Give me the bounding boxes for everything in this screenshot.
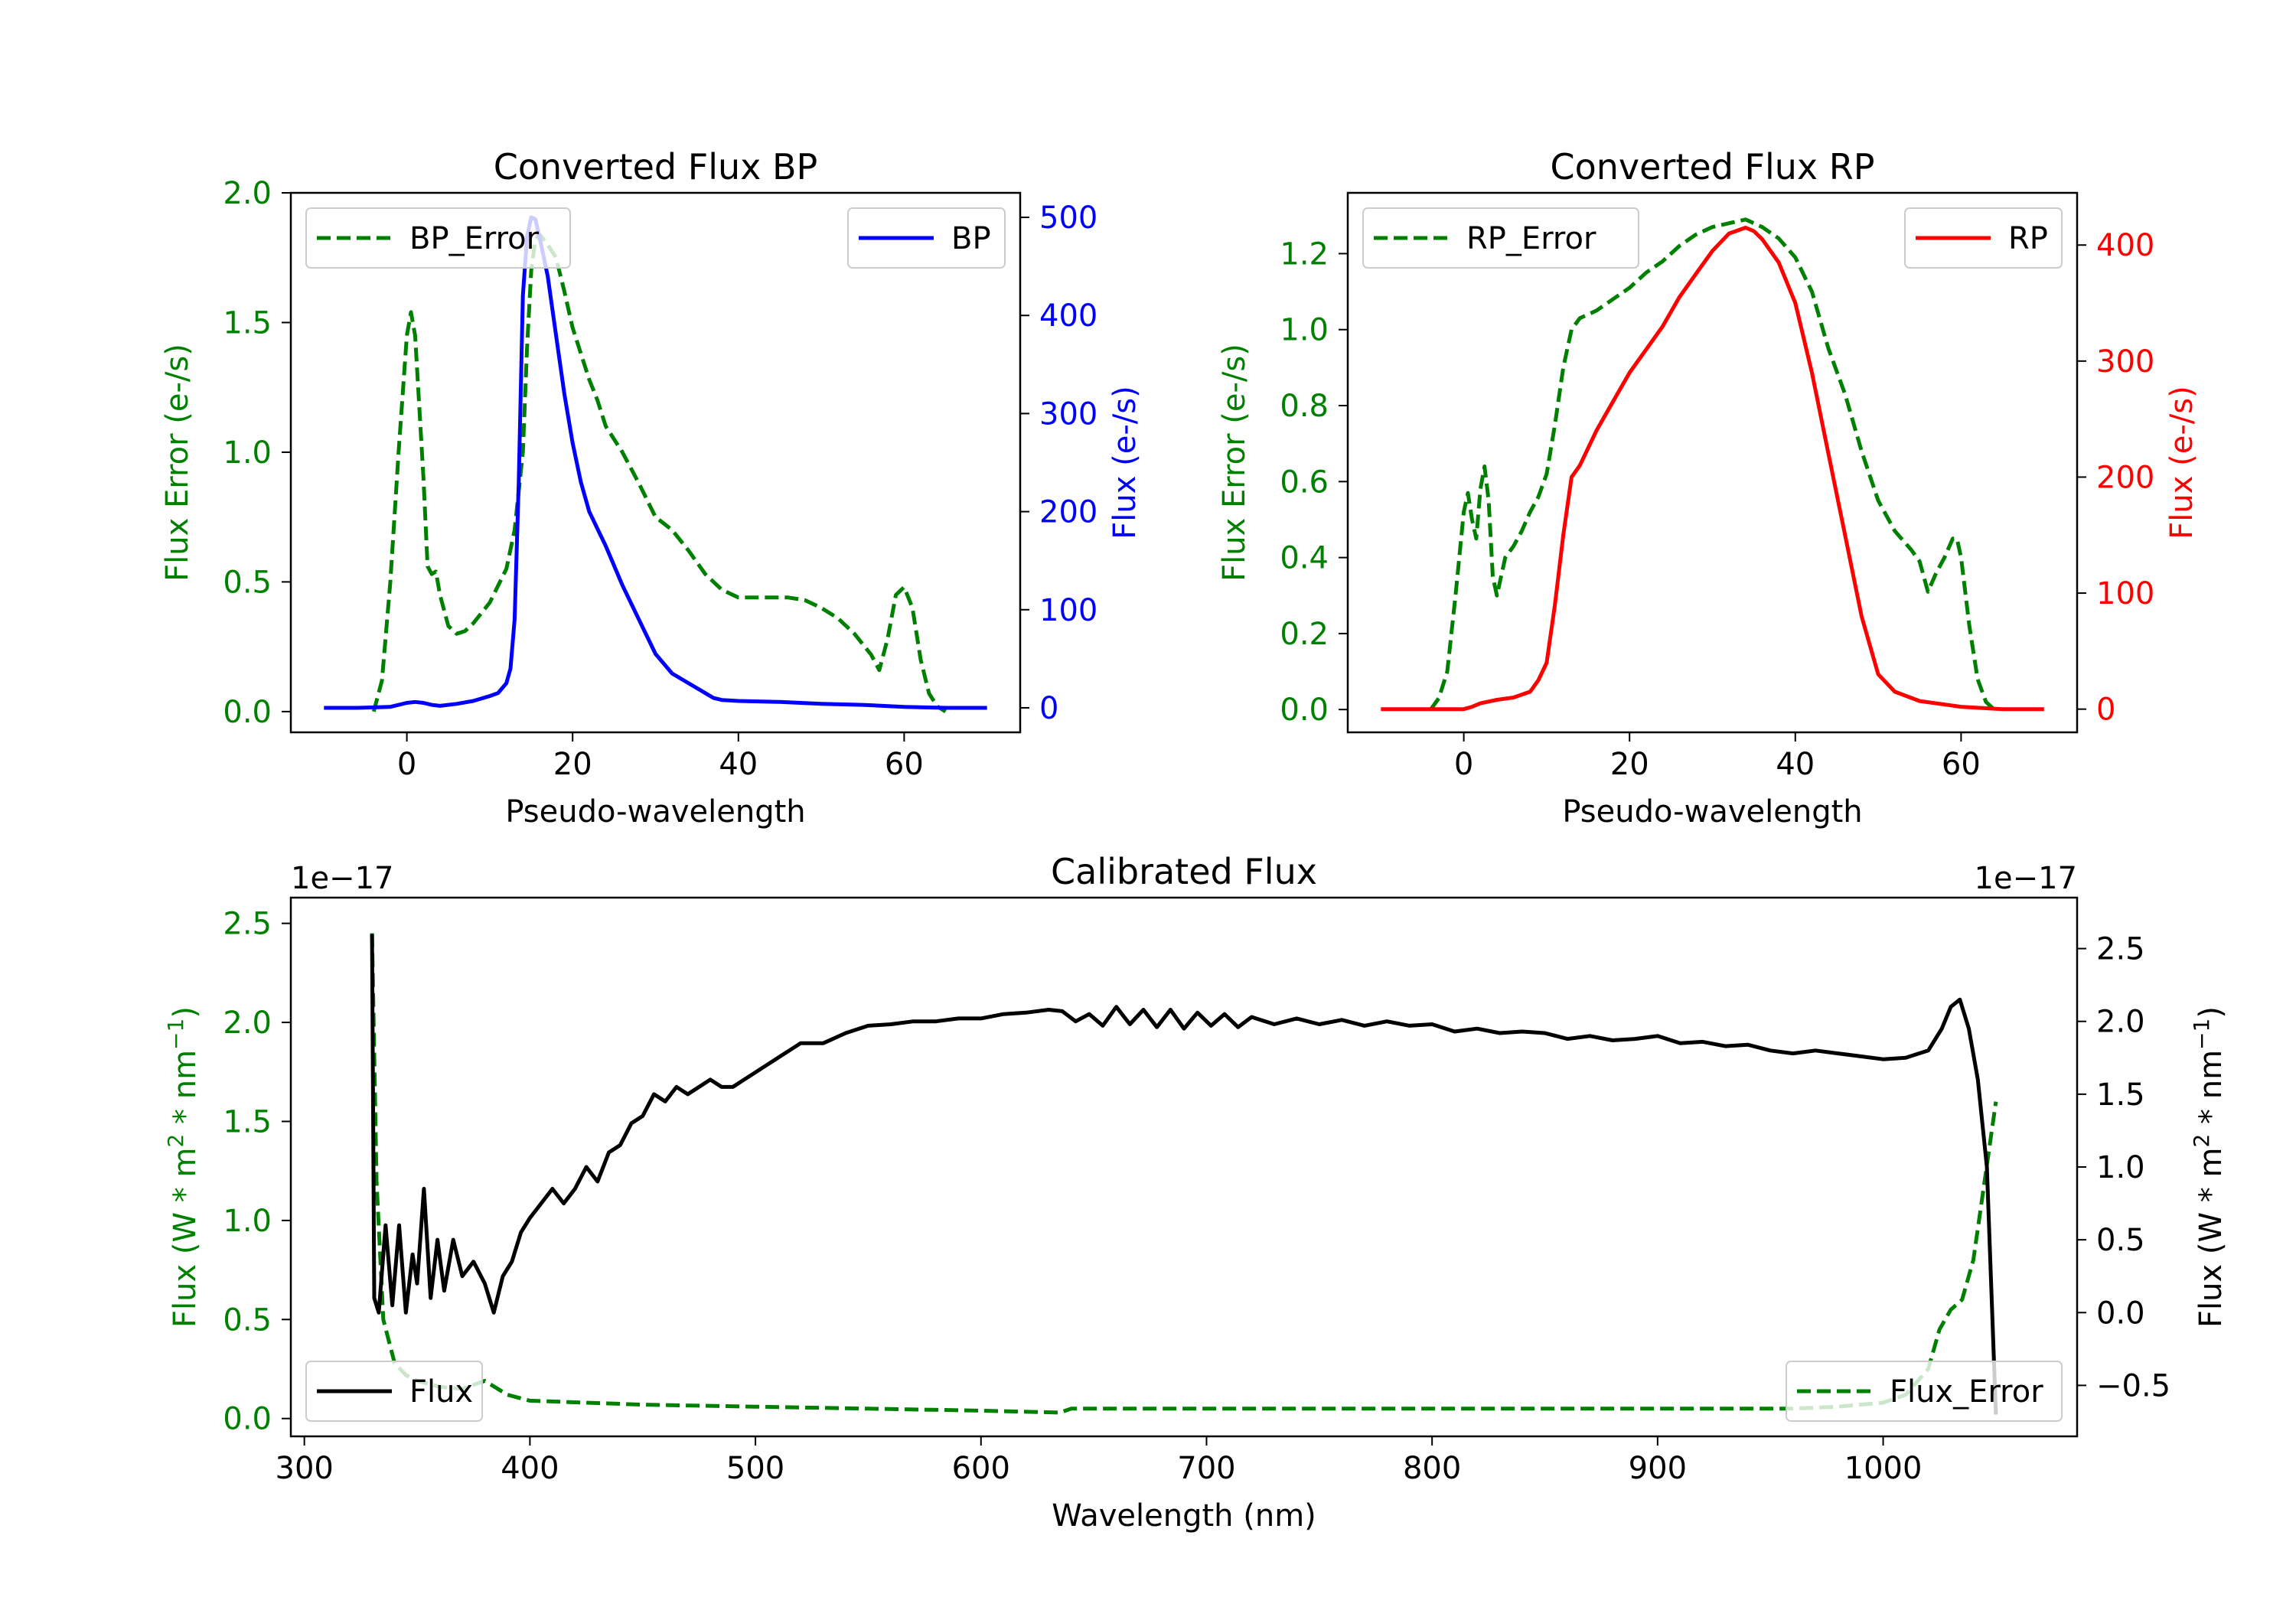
cal-x-tick-label: 500 [726, 1451, 784, 1486]
bp-left-axis-label: Flux Error (e-/s) [160, 344, 195, 582]
legend-label: RP [2008, 221, 2048, 256]
cal-x-tick-label: 700 [1177, 1451, 1235, 1486]
rp-series-rp-error-line [1429, 217, 1996, 712]
cal-right-tick-label: 0.5 [2096, 1223, 2145, 1258]
rp-left-tick-label: 0.4 [1280, 541, 1329, 576]
legend-box [305, 1361, 483, 1422]
rp-x-tick-label: 20 [1610, 747, 1649, 782]
rp-left-axis-label: Flux Error (e-/s) [1217, 344, 1252, 582]
bp-x-tick-label: 40 [719, 747, 758, 782]
rp-x-axis-label: Pseudo-wavelength [1562, 794, 1862, 830]
cal-right-axis-label: Flux (W * m2 * nm−1) [2189, 1006, 2229, 1328]
cal-series-flux-line [370, 934, 1998, 1415]
rp-legend-rp: RP [1904, 207, 2063, 269]
bp-x-tick-label: 20 [553, 747, 592, 782]
rp-right-tick-label: 100 [2096, 576, 2154, 611]
legend-label: Flux [409, 1374, 473, 1410]
legend-label: RP_Error [1466, 221, 1596, 256]
cal-right-tick-label: −0.5 [2096, 1368, 2170, 1403]
cal-x-axis-label: Wavelength (nm) [1052, 1498, 1316, 1534]
rp-left-tick-label: 0.8 [1280, 389, 1329, 424]
bp-x-axis-label: Pseudo-wavelength [505, 794, 805, 830]
bp-left-tick-label: 2.0 [223, 176, 272, 211]
cal-left-tick-label: 2.0 [223, 1006, 272, 1041]
rp-left-tick-label: 0.6 [1280, 464, 1329, 500]
rp-left-tick-label: 1.0 [1280, 313, 1329, 348]
chart-cal: Calibrated Flux 300 400 500 600 700 800 900 1000… [163, 851, 2229, 1534]
bp-left-tick-label: 1.0 [223, 435, 272, 471]
rp-x-tick-label: 0 [1454, 747, 1473, 782]
cal-right-tick-label: 2.0 [2096, 1005, 2145, 1040]
rp-left-tick-label: 0.2 [1280, 617, 1329, 652]
rp-right-tick-label: 400 [2096, 228, 2154, 263]
bp-right-tick-label: 300 [1039, 396, 1097, 432]
cal-x-tick-label: 1000 [1844, 1451, 1923, 1486]
cal-legend-flux-error: Flux_Error [1786, 1361, 2063, 1422]
plots-layer: Converted Flux BP 0 20 40 60 Pseudo-wavelengt… [160, 146, 2229, 1534]
bp-right-tick-label: 200 [1039, 495, 1097, 530]
cal-right-tick-label: 1.0 [2096, 1150, 2145, 1185]
cal-right-tick-label: 0.0 [2096, 1296, 2145, 1331]
legend-box [1362, 207, 1639, 269]
cal-left-axis-label: Flux (W * m2 * nm−1) [163, 1006, 203, 1328]
legend-label: BP_Error [409, 221, 540, 256]
chart-bp: Converted Flux BP 0 20 40 60 Pseudo-wavelengt… [160, 146, 1143, 830]
cal-right-tick-label: 2.5 [2096, 932, 2145, 967]
cal-left-tick-label: 2.5 [223, 907, 272, 942]
bp-series-bp-error-line [371, 232, 947, 714]
cal-x-tick-label: 400 [501, 1451, 559, 1486]
cal-left-tick-label: 1.0 [223, 1204, 272, 1239]
cal-title: Calibrated Flux [1051, 851, 1317, 892]
rp-axes-frame [1346, 191, 2079, 734]
bp-series-bp-line [324, 215, 987, 710]
rp-right-tick-label: 0 [2096, 693, 2115, 728]
rp-left-tick-label: 0.0 [1280, 693, 1329, 728]
legend-box [1786, 1361, 2063, 1422]
bp-right-tick-label: 100 [1039, 593, 1097, 628]
rp-legend-rp-error: RP_Error [1362, 207, 1639, 269]
bp-right-axis-label: Flux (e-/s) [1107, 386, 1143, 539]
cal-x-tick-label: 900 [1629, 1451, 1687, 1486]
bp-x-tick-label: 60 [885, 747, 924, 782]
rp-series-rp-line [1381, 226, 2044, 712]
cal-right-offset-text: 1e−17 [1975, 861, 2077, 896]
rp-title: Converted Flux RP [1551, 146, 1875, 187]
rp-x-tick-label: 40 [1776, 747, 1815, 782]
legend-label: BP [951, 221, 991, 256]
chart-rp: Converted Flux RP 0 20 40 60 Pseudo-wavelengt… [1217, 146, 2200, 830]
cal-left-tick-label: 0.5 [223, 1302, 272, 1338]
cal-x-tick-label: 300 [276, 1451, 334, 1486]
cal-legend-flux: Flux [305, 1361, 483, 1422]
bp-legend-bp-error: BP_Error [305, 207, 571, 269]
legend-box [305, 207, 571, 269]
cal-left-tick-label: 0.0 [223, 1402, 272, 1437]
bp-right-tick-label: 500 [1039, 200, 1097, 236]
rp-right-axis-label: Flux (e-/s) [2164, 386, 2200, 539]
bp-axes-frame [289, 191, 1022, 734]
bp-left-tick-label: 0.0 [223, 695, 272, 730]
cal-left-offset-text: 1e−17 [291, 861, 393, 896]
bp-legend-bp: BP [847, 207, 1006, 269]
cal-x-tick-label: 800 [1403, 1451, 1461, 1486]
bp-right-tick-label: 0 [1039, 691, 1058, 726]
cal-left-tick-label: 1.5 [223, 1104, 272, 1139]
bp-left-tick-label: 1.5 [223, 305, 272, 341]
rp-right-tick-label: 200 [2096, 460, 2154, 495]
rp-right-tick-label: 300 [2096, 344, 2154, 380]
bp-title: Converted Flux BP [494, 146, 818, 187]
cal-right-tick-label: 1.5 [2096, 1077, 2145, 1113]
rp-x-tick-label: 60 [1942, 747, 1981, 782]
bp-left-tick-label: 0.5 [223, 565, 272, 600]
cal-x-tick-label: 600 [952, 1451, 1010, 1486]
bp-right-tick-label: 400 [1039, 298, 1097, 334]
rp-left-tick-label: 1.2 [1280, 236, 1329, 272]
bp-x-tick-label: 0 [397, 747, 416, 782]
legend-label: Flux_Error [1890, 1374, 2043, 1410]
